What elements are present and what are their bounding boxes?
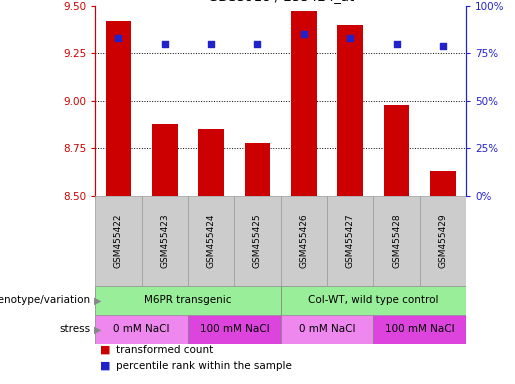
Bar (95, 196, 142, 286)
Text: GSM455429: GSM455429 (438, 214, 448, 268)
Bar (152, 124, 178, 196)
Text: GSM455423: GSM455423 (160, 214, 169, 268)
Point (439, 43, 447, 49)
Bar (281, 315, 373, 344)
Bar (188, 196, 234, 286)
Text: percentile rank within the sample: percentile rank within the sample (116, 361, 292, 371)
Text: GSM455424: GSM455424 (207, 214, 216, 268)
Bar (420, 196, 466, 286)
Bar (373, 315, 466, 344)
Bar (95, 315, 188, 344)
Bar (188, 315, 281, 344)
Bar (384, 104, 409, 196)
Point (207, 41, 215, 47)
Title: GDS3918 / 253424_at: GDS3918 / 253424_at (208, 0, 354, 3)
Text: ■: ■ (100, 361, 111, 371)
Text: ▶: ▶ (94, 295, 102, 306)
Point (346, 35, 354, 41)
Bar (291, 12, 317, 196)
Text: GSM455427: GSM455427 (346, 214, 355, 268)
Text: M6PR transgenic: M6PR transgenic (144, 295, 232, 306)
Bar (281, 196, 327, 286)
Bar (373, 196, 420, 286)
Point (253, 41, 262, 47)
Text: transformed count: transformed count (116, 345, 213, 355)
Point (161, 41, 169, 47)
Point (114, 35, 123, 41)
Bar (142, 196, 188, 286)
Text: genotype/variation: genotype/variation (0, 295, 90, 306)
Text: GSM455428: GSM455428 (392, 214, 401, 268)
Text: stress: stress (59, 324, 90, 334)
Bar (327, 196, 373, 286)
Text: 100 mM NaCl: 100 mM NaCl (385, 324, 455, 334)
Text: Col-WT, wild type control: Col-WT, wild type control (308, 295, 439, 306)
Point (392, 41, 401, 47)
Text: 100 mM NaCl: 100 mM NaCl (199, 324, 269, 334)
Bar (106, 21, 131, 196)
Text: ■: ■ (100, 345, 111, 355)
Bar (234, 196, 281, 286)
Bar (281, 286, 466, 315)
Bar (430, 171, 456, 196)
Text: GSM455425: GSM455425 (253, 214, 262, 268)
Bar (245, 142, 270, 196)
Text: 0 mM NaCl: 0 mM NaCl (299, 324, 355, 334)
Point (300, 31, 308, 37)
Text: GSM455426: GSM455426 (299, 214, 308, 268)
Text: 0 mM NaCl: 0 mM NaCl (113, 324, 170, 334)
Bar (337, 25, 363, 196)
Bar (95, 286, 281, 315)
Text: GSM455422: GSM455422 (114, 214, 123, 268)
Bar (198, 129, 224, 196)
Text: ▶: ▶ (94, 324, 102, 334)
